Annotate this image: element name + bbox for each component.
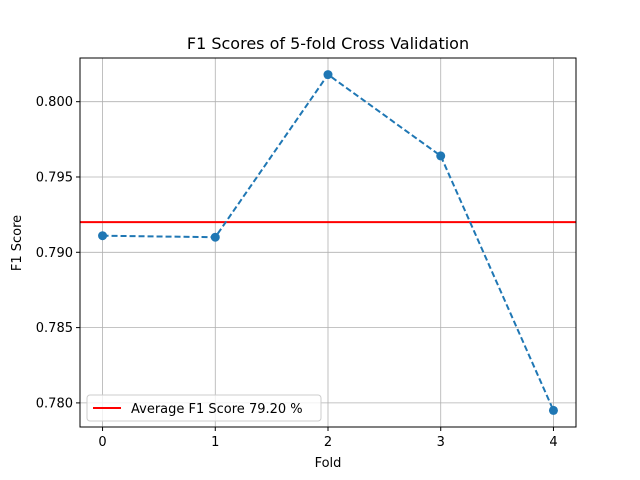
y-tick-label: 0.780 (36, 396, 73, 411)
chart-title: F1 Scores of 5-fold Cross Validation (187, 34, 469, 53)
y-axis-label: F1 Score (10, 215, 25, 271)
x-tick-label: 2 (324, 435, 332, 450)
y-tick-label: 0.795 (36, 170, 73, 185)
data-point (548, 405, 558, 415)
x-tick-label: 3 (437, 435, 445, 450)
series-layer (98, 70, 558, 415)
legend-box (86, 394, 322, 422)
data-point (436, 151, 446, 161)
data-point (210, 232, 220, 242)
grid (80, 58, 576, 427)
x-axis-ticks: 0 1 2 3 4 (98, 427, 558, 450)
y-tick-label: 0.790 (36, 246, 73, 261)
x-tick-label: 0 (98, 435, 106, 450)
legend-label: Average F1 Score 79.20 % (131, 402, 303, 417)
legend: Average F1 Score 79.20 % (86, 394, 322, 422)
y-tick-label: 0.785 (36, 321, 73, 336)
y-axis-ticks: 0.780 0.785 0.790 0.795 0.800 (36, 95, 80, 411)
y-tick-label: 0.800 (36, 95, 73, 110)
x-axis-label: Fold (315, 456, 342, 471)
x-tick-label: 4 (549, 435, 557, 450)
x-tick-label: 1 (211, 435, 219, 450)
data-point (98, 231, 108, 241)
data-point (323, 70, 333, 80)
